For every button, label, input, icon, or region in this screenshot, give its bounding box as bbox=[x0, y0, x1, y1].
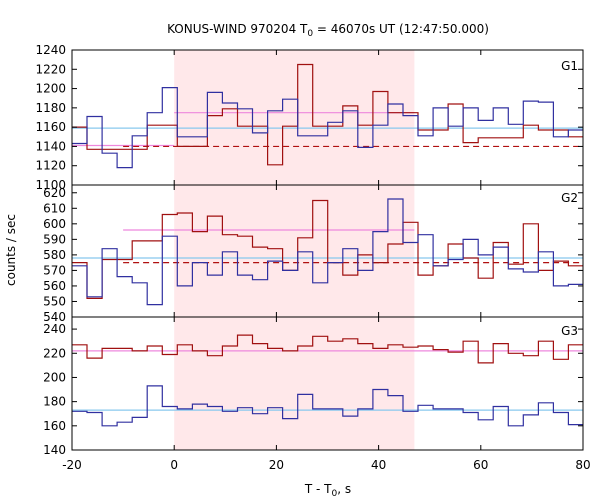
x-axis-label: T - T0, s bbox=[304, 482, 351, 499]
y-tick-label-g1-1240: 1240 bbox=[35, 43, 66, 57]
panel-label-g1: G1 bbox=[561, 59, 578, 73]
highlight-band bbox=[174, 50, 415, 450]
y-tick-label-g2-620: 620 bbox=[43, 186, 66, 200]
series-g3-blue bbox=[72, 385, 583, 427]
frame-layer bbox=[71, 49, 584, 451]
panel-label-g2: G2 bbox=[561, 191, 578, 205]
y-tick-label-g2-590: 590 bbox=[43, 232, 66, 246]
y-tick-label-g3-140: 140 bbox=[43, 443, 66, 457]
panel-label-g3: G3 bbox=[561, 324, 578, 338]
y-tick-label-g1-1120: 1120 bbox=[35, 159, 66, 173]
x-tick-label-60: 60 bbox=[473, 458, 488, 472]
y-tick-label-g2-610: 610 bbox=[43, 201, 66, 215]
series-g2-blue bbox=[72, 198, 583, 306]
y-tick-label-g1-1200: 1200 bbox=[35, 82, 66, 96]
y-tick-label-g2-550: 550 bbox=[43, 294, 66, 308]
y-tick-label-g2-540: 540 bbox=[43, 310, 66, 324]
y-tick-label-g3-160: 160 bbox=[43, 419, 66, 433]
x-tick-label-80: 80 bbox=[575, 458, 590, 472]
tick-layer: 1100 1120 1140 1160 1180 1200 1220 1240 540 55056… bbox=[35, 43, 590, 472]
y-tick-label-g1-1140: 1140 bbox=[35, 139, 66, 153]
y-tick-label-g3-240: 240 bbox=[43, 322, 66, 336]
y-axis-label: counts / sec bbox=[4, 214, 18, 286]
y-tick-label-g2-600: 600 bbox=[43, 217, 66, 231]
y-tick-label-g3-200: 200 bbox=[43, 370, 66, 384]
y-tick-label-g1-1160: 1160 bbox=[35, 120, 66, 134]
highlight-band-layer bbox=[174, 50, 415, 450]
y-tick-label-g3-180: 180 bbox=[43, 395, 66, 409]
chart-title: KONUS-WIND 970204 T0 = 46070s UT (12:47:… bbox=[167, 22, 489, 39]
y-tick-label-g2-560: 560 bbox=[43, 279, 66, 293]
y-tick-label-g1-1100: 1100 bbox=[35, 178, 66, 192]
y-tick-label-g2-580: 580 bbox=[43, 248, 66, 262]
x-tick-label-0: 0 bbox=[170, 458, 178, 472]
series-g1-blue bbox=[72, 87, 583, 169]
x-tick-label--20: -20 bbox=[62, 458, 82, 472]
panel-frame-g3 bbox=[71, 316, 584, 451]
x-tick-label-20: 20 bbox=[269, 458, 284, 472]
y-tick-label-g1-1220: 1220 bbox=[35, 62, 66, 76]
panel-g3-plot bbox=[72, 334, 583, 427]
series-layer bbox=[72, 63, 583, 427]
y-tick-label-g2-570: 570 bbox=[43, 263, 66, 277]
y-tick-label-g3-220: 220 bbox=[43, 346, 66, 360]
series-g3-red bbox=[72, 334, 583, 364]
panel-g1-plot bbox=[72, 63, 583, 169]
panel-g2-plot bbox=[72, 198, 583, 306]
x-tick-label-40: 40 bbox=[371, 458, 386, 472]
y-tick-label-g1-1180: 1180 bbox=[35, 101, 66, 115]
